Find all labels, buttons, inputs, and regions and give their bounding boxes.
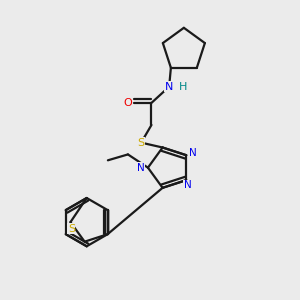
- Text: S: S: [68, 224, 75, 234]
- Text: N: N: [165, 82, 173, 92]
- Text: O: O: [123, 98, 132, 108]
- Text: N: N: [137, 163, 145, 173]
- Text: N: N: [184, 180, 192, 190]
- Text: H: H: [179, 82, 188, 92]
- Text: S: S: [138, 138, 145, 148]
- Text: N: N: [189, 148, 196, 158]
